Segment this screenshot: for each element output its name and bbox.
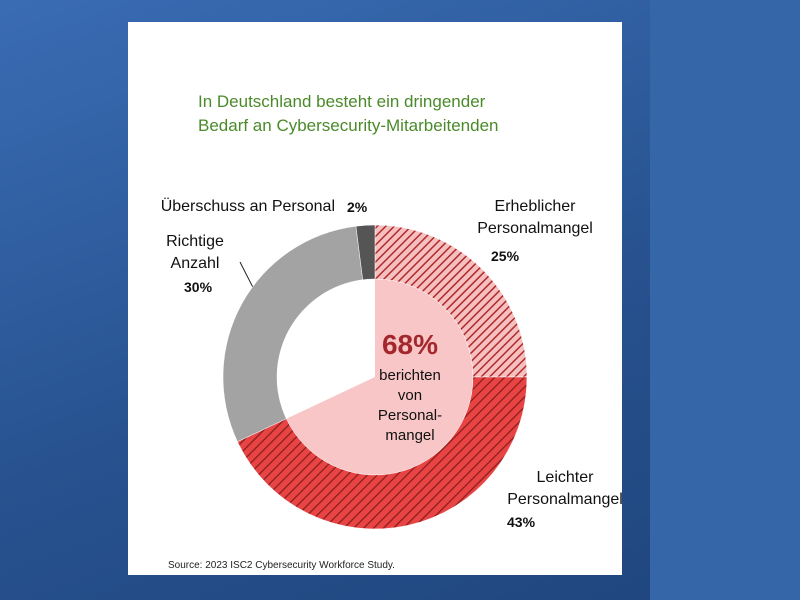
center-text-line: Personal- <box>377 407 443 424</box>
donut-segment <box>374 224 528 378</box>
value-label: 30% <box>184 279 213 295</box>
center-text: berichten von Personal-mangel <box>350 366 470 446</box>
source: Source: 2023 ISC2 Cybersecurity Workforc… <box>168 560 395 571</box>
donut-segment <box>237 376 528 530</box>
slide-strip <box>650 0 800 600</box>
value-label: 25% <box>491 248 520 264</box>
segment-label: Richtige Anzahl <box>166 233 224 272</box>
donut-segment <box>222 225 363 443</box>
donut-segment <box>355 224 376 281</box>
segment-label: Leichter Personalmangel <box>507 469 623 508</box>
center-text-line: mangel <box>385 427 435 444</box>
center-value: 68% <box>381 329 439 360</box>
value-label: 2% <box>347 199 368 215</box>
center-text-line: berichten <box>379 367 441 384</box>
chart-title: In Deutschland besteht ein dringender Be… <box>198 92 499 135</box>
center-label: 68% berichten von Personal-mangel <box>350 328 470 446</box>
value-label: 43% <box>507 514 536 530</box>
segment-label: Erheblicher Personalmangel <box>477 198 593 237</box>
center-text-line: von <box>397 387 423 404</box>
inner-wedge <box>286 279 473 475</box>
segment-label: Überschuss an Personal <box>160 198 335 215</box>
